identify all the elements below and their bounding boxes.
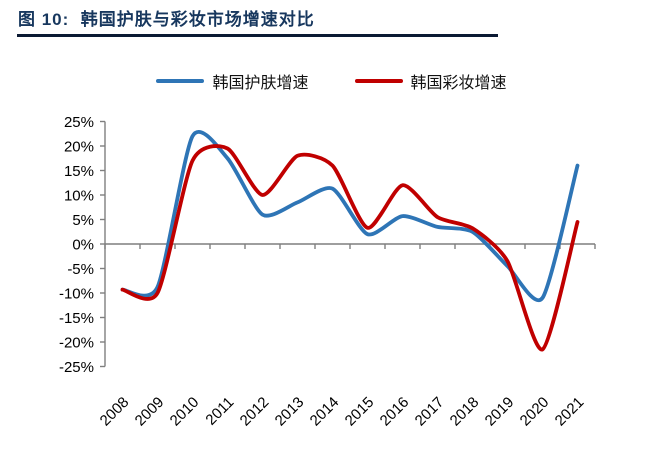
x-tick-label: 2018 <box>447 394 483 430</box>
x-tick-label: 2020 <box>517 394 553 430</box>
y-tick-label: -25% <box>59 359 94 376</box>
x-tick-label: 2012 <box>237 394 273 430</box>
y-tick-label: -5% <box>67 261 94 278</box>
x-tick-label: 2015 <box>342 394 378 430</box>
legend-item-label: 韩国护肤增速 <box>212 75 309 92</box>
y-tick-label: 0% <box>72 237 94 254</box>
figure-title: 图 10: 韩国护肤与彩妆市场增速对比 <box>18 10 315 29</box>
x-tick-label: 2021 <box>552 394 588 430</box>
y-tick-label: 25% <box>64 114 94 131</box>
x-tick-label: 2008 <box>97 394 133 430</box>
y-tick-label: 15% <box>64 163 94 180</box>
x-tick-label: 2014 <box>307 394 343 430</box>
x-tick-label: 2010 <box>167 394 203 430</box>
x-tick-label: 2017 <box>412 394 448 430</box>
x-tick-label: 2011 <box>202 394 237 429</box>
y-tick-label: -20% <box>59 335 94 352</box>
legend-item: 韩国彩妆增速 <box>354 69 507 93</box>
legend-line-swatch <box>156 79 205 83</box>
x-tick-label: 2009 <box>132 394 168 430</box>
series-line-makeup <box>120 144 580 352</box>
legend-item-label: 韩国彩妆增速 <box>410 75 507 92</box>
y-tick-label: -15% <box>59 310 94 327</box>
legend-item: 韩国护肤增速 <box>156 69 309 93</box>
y-tick-label: 5% <box>72 212 94 229</box>
series-line-skincare <box>120 130 580 303</box>
y-tick-label: 20% <box>64 139 94 156</box>
chart-legend: 韩国护肤增速 韩国彩妆增速 <box>0 69 663 93</box>
x-tick-label: 2013 <box>272 394 308 430</box>
y-tick-label: 10% <box>64 188 94 205</box>
y-tick-label: -10% <box>59 286 94 303</box>
x-tick-label: 2019 <box>482 394 518 430</box>
legend-line-swatch <box>354 79 403 83</box>
title-underline <box>17 34 498 37</box>
x-tick-label: 2016 <box>377 394 413 430</box>
